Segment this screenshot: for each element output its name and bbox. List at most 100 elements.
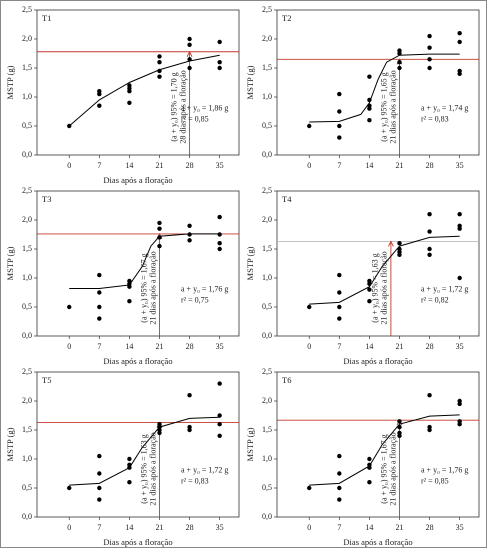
arrow-head [387,240,394,247]
data-point [427,252,432,257]
x-tick-label: 35 [216,523,224,532]
x-tick-label: 35 [456,342,464,351]
data-point [457,212,462,217]
y-tick-label: 1,0 [22,92,32,101]
plot-frame [36,190,240,337]
data-point [97,453,102,459]
data-point [367,299,372,304]
annotation: 21 dias após a floração [380,251,389,324]
data-point [217,241,222,246]
data-point [397,433,402,438]
x-tick-label: 21 [395,161,403,170]
data-point [427,427,432,433]
annotation: (a + y₀) 95% = 1,70 g [169,72,178,141]
x-axis-label: Dias após a floração [103,537,172,547]
data-point [427,212,432,217]
y-tick-label: 2,5 [22,5,32,14]
y-tick-label: 1,5 [22,63,32,72]
fit-text: r² = 0,82 [421,295,449,304]
y-axis-label: MSTP (g) [5,65,15,99]
x-tick-label: 7 [337,523,341,532]
y-tick-label: 0,0 [22,150,32,159]
data-point [217,413,222,418]
x-tick-label: 0 [67,342,71,351]
y-axis-label: MSTP (g) [245,65,255,99]
x-tick-label: 7 [337,161,341,170]
data-point [427,33,432,39]
data-point [337,497,342,502]
data-point [367,74,372,79]
data-point [397,419,402,424]
data-point [367,456,372,462]
data-point [97,89,102,94]
x-tick-label: 35 [216,342,224,351]
data-point [217,65,222,71]
x-tick-label: 0 [67,523,71,532]
plot-frame [276,371,480,518]
fit-text: a + y₀ = 1,72 g [421,284,468,293]
panel-label: T3 [42,194,51,204]
data-point [97,103,102,108]
data-point [157,226,162,231]
x-axis-label: Dias após a floração [343,537,412,547]
plot-frame [276,190,480,337]
data-point [217,433,222,438]
panel-label: T5 [42,375,51,385]
data-point [337,91,342,97]
y-tick-label: 0,5 [262,302,272,311]
fit-text: r² = 0,75 [181,295,209,304]
data-point [187,393,192,398]
y-tick-label: 1,0 [22,454,32,463]
annotation: (a + y₀) 95% = 1,63 g [139,434,148,503]
x-tick-label: 28 [426,342,434,351]
fit-curve [309,414,460,486]
y-tick-label: 1,0 [262,273,272,282]
x-axis-label: Dias após a floração [103,356,172,366]
x-tick-label: 0 [307,342,311,351]
y-tick-label: 2,0 [22,396,32,405]
y-tick-label: 1,5 [262,425,272,434]
data-point [337,304,342,310]
data-point [307,304,312,310]
x-tick-label: 14 [365,342,373,351]
data-point [397,51,402,56]
data-point [187,232,192,237]
data-point [97,304,102,310]
x-tick-label: 28 [426,523,434,532]
fit-text: a + y₀ = 1,74 g [421,103,468,112]
y-tick-label: 0,0 [262,512,272,521]
data-point [187,223,192,228]
data-point [307,123,312,129]
data-point [187,36,192,42]
y-tick-label: 0,0 [22,512,32,521]
data-point [217,60,222,65]
annotation: 21 dias após a floração [388,432,397,505]
x-tick-label: 14 [125,342,133,351]
y-axis-label: MSTP (g) [245,246,255,280]
annotation: 21 dias após a floração [148,432,157,505]
data-point [157,54,162,59]
x-tick-label: 28 [186,342,194,351]
data-point [367,118,372,123]
fit-text: r² = 0,85 [421,476,449,485]
y-axis-label: MSTP (g) [245,427,255,461]
data-point [337,316,342,321]
x-tick-label: 28 [186,161,194,170]
data-point [427,57,432,62]
data-point [367,106,372,111]
annotation: (a + y₀) 95% = 1,67 g [379,434,388,503]
y-tick-label: 0,0 [262,150,272,159]
data-point [97,471,102,476]
y-tick-label: 1,5 [262,244,272,253]
panel-label: T4 [282,194,292,204]
x-tick-label: 0 [307,523,311,532]
x-tick-label: 21 [155,523,163,532]
data-point [457,401,462,407]
annotation: (a + y₀) 95% = 1,63 g [371,253,380,322]
data-point [97,290,102,295]
fit-text: r² = 0,83 [421,114,449,123]
data-point [157,430,162,436]
fit-text: a + y₀ = 1,76 g [421,465,468,474]
data-point [427,393,432,398]
